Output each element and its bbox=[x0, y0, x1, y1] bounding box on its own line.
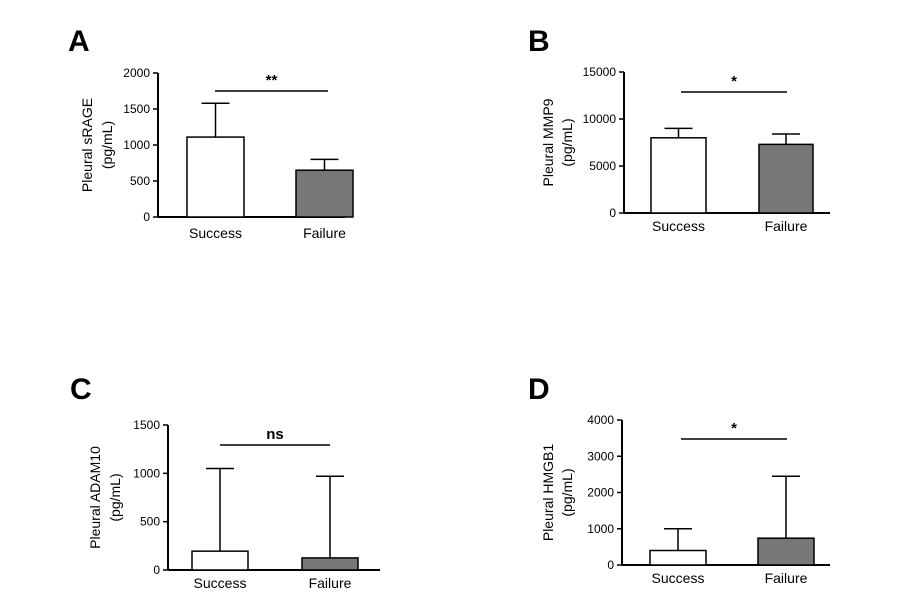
y-axis-label: Pleural ADAM10 bbox=[87, 446, 103, 549]
bar-success bbox=[191, 550, 249, 571]
y-tick-label: 4000 bbox=[587, 413, 614, 427]
significance-label: * bbox=[731, 420, 737, 437]
y-tick-label: 2000 bbox=[123, 66, 150, 80]
significance-label: ns bbox=[266, 426, 284, 443]
panel-c: C 0 500 1000 1500 Pleural ADAM10 (pg/mL) Succes… bbox=[70, 373, 380, 591]
category-label: Success bbox=[189, 225, 242, 241]
bar-failure bbox=[295, 169, 354, 218]
y-tick-label: 1500 bbox=[123, 102, 150, 116]
y-tick-label: 0 bbox=[609, 206, 616, 220]
y-tick-label: 10000 bbox=[583, 112, 617, 126]
bar-failure bbox=[301, 557, 359, 571]
significance-label: ** bbox=[266, 72, 278, 89]
y-axis-unit: (pg/mL) bbox=[559, 118, 575, 166]
panel-letter: A bbox=[68, 25, 90, 58]
y-tick-label: 0 bbox=[153, 563, 160, 577]
y-tick-label: 1000 bbox=[587, 522, 614, 536]
y-axis-unit: (pg/mL) bbox=[107, 473, 123, 521]
y-axis-label: Pleural MMP9 bbox=[540, 98, 556, 186]
significance-label: * bbox=[731, 73, 737, 90]
y-tick-label: 5000 bbox=[589, 159, 616, 173]
y-tick-label: 15000 bbox=[583, 65, 617, 79]
bar-success bbox=[650, 137, 707, 214]
panel-b: B 0 5000 10000 15000 Pleural MMP9 (pg/mL) Succe… bbox=[528, 25, 830, 234]
y-tick-label: 1000 bbox=[123, 138, 150, 152]
category-label: Failure bbox=[309, 575, 352, 591]
panel-letter: C bbox=[70, 373, 92, 406]
y-axis-label: Pleural HMGB1 bbox=[540, 444, 556, 541]
category-label: Failure bbox=[303, 225, 346, 241]
y-tick-label: 3000 bbox=[587, 449, 614, 463]
y-tick-label: 0 bbox=[143, 210, 150, 224]
y-tick-label: 2000 bbox=[587, 486, 614, 500]
category-label: Failure bbox=[765, 218, 808, 234]
panel-a: A 0 500 1000 1500 2000 Pleural sRAGE (pg/mL) Suc… bbox=[68, 25, 354, 241]
category-label: Failure bbox=[765, 570, 808, 586]
y-axis-unit: (pg/mL) bbox=[99, 121, 115, 169]
category-label: Success bbox=[652, 218, 705, 234]
y-tick-label: 500 bbox=[130, 174, 150, 188]
panel-letter: D bbox=[528, 373, 550, 406]
y-axis-unit: (pg/mL) bbox=[559, 468, 575, 516]
bar-success bbox=[186, 136, 245, 218]
y-tick-label: 500 bbox=[140, 515, 160, 529]
category-label: Success bbox=[652, 570, 705, 586]
y-tick-label: 1500 bbox=[133, 418, 160, 432]
panel-d: D 0 1000 2000 3000 4000 Pleural HMGB1 (pg/mL) Su… bbox=[528, 373, 830, 586]
bar-failure bbox=[758, 143, 814, 214]
y-tick-label: 0 bbox=[607, 558, 614, 572]
y-tick-label: 1000 bbox=[133, 466, 160, 480]
panel-letter: B bbox=[528, 25, 550, 58]
y-axis-label: Pleural sRAGE bbox=[79, 98, 95, 192]
category-label: Success bbox=[194, 575, 247, 591]
bar-failure bbox=[757, 537, 815, 566]
bar-success bbox=[649, 549, 707, 566]
